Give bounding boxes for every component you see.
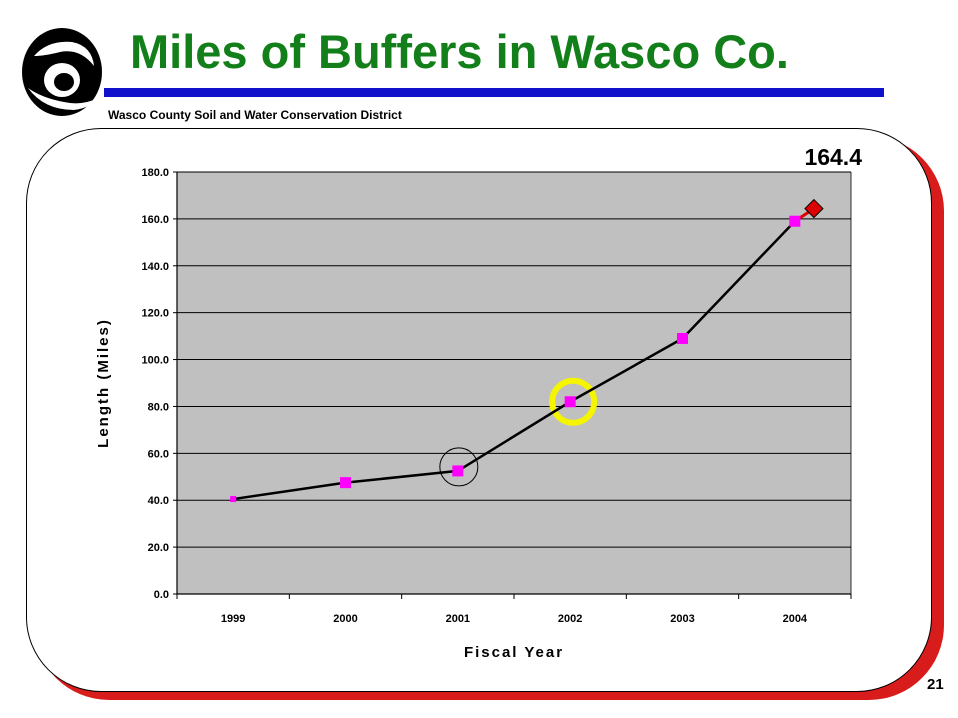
page-title: Miles of Buffers in Wasco Co.	[130, 25, 789, 78]
highlight-markers	[439, 377, 598, 487]
y-tick-label: 80.0	[148, 401, 169, 413]
data-series	[230, 198, 824, 503]
page-number: 21	[927, 676, 944, 693]
title-rule	[104, 88, 884, 97]
y-tick-labels: 0.0 20.0 40.0 60.0 80.0 100.0 120.0 140.0 160.0 1…	[141, 167, 169, 601]
highlight-circle	[439, 447, 479, 487]
gridlines	[173, 171, 851, 595]
x-tick-label: 2001	[446, 613, 470, 625]
y-tick-label: 140.0	[141, 261, 169, 273]
y-tick-label: 120.0	[141, 308, 169, 320]
y-tick-label: 180.0	[141, 167, 169, 179]
data-point	[789, 215, 801, 227]
x-tick-label: 2002	[558, 613, 582, 625]
y-tick-label: 100.0	[141, 355, 169, 367]
y-tick-label: 40.0	[148, 495, 169, 507]
projection-point	[804, 198, 824, 219]
x-tick-label: 2004	[783, 613, 808, 625]
data-point	[452, 465, 464, 477]
projection-callout: 164.4	[804, 144, 862, 170]
y-tick-label: 0.0	[154, 589, 169, 601]
x-axis-title: Fiscal Year	[464, 644, 564, 661]
x-tick-label: 2003	[670, 613, 694, 625]
plot-area	[177, 172, 851, 594]
series-line	[232, 220, 796, 501]
y-tick-label: 60.0	[148, 448, 169, 460]
highlight-ring	[549, 377, 598, 426]
data-point	[340, 477, 351, 489]
y-axis-title: Length (Miles)	[95, 318, 112, 448]
y-tick-label: 20.0	[148, 542, 169, 554]
district-logo	[22, 28, 102, 116]
x-tick-labels: 1999 2000 2001 2002 2003 2004	[176, 594, 852, 625]
data-point	[230, 496, 237, 503]
x-tick-label: 2000	[333, 613, 357, 625]
organization-subtitle: Wasco County Soil and Water Conservation…	[108, 108, 402, 122]
x-tick-label: 1999	[221, 613, 245, 625]
data-point	[677, 332, 688, 344]
data-point	[564, 396, 576, 408]
y-tick-label: 160.0	[141, 214, 169, 226]
